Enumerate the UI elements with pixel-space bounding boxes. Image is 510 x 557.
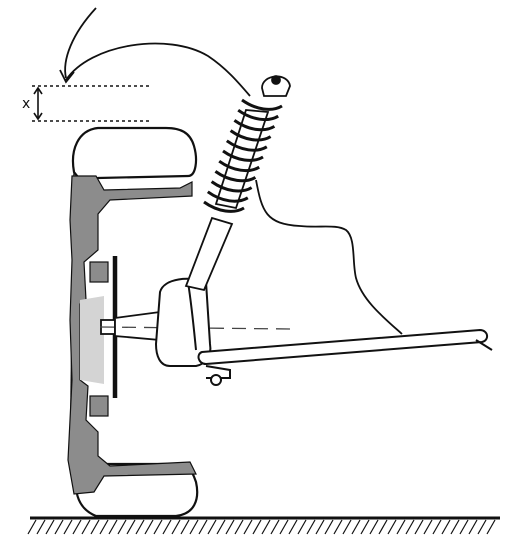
spring-coil bbox=[222, 149, 264, 162]
hatch-line bbox=[306, 519, 316, 535]
spring-coil bbox=[241, 98, 283, 111]
wheel-rim bbox=[67, 175, 197, 495]
hatch-line bbox=[468, 519, 478, 535]
top-mount bbox=[261, 75, 291, 97]
hatch-line bbox=[27, 519, 37, 535]
hatch-line bbox=[324, 519, 334, 535]
spring-coil bbox=[206, 190, 249, 203]
hatch-line bbox=[297, 519, 307, 535]
hatch-line bbox=[378, 519, 388, 535]
hatch-line bbox=[117, 519, 127, 535]
hatch-line bbox=[405, 519, 415, 535]
hatch-line bbox=[189, 519, 199, 535]
hatch-line bbox=[144, 519, 154, 535]
hatch-line bbox=[261, 519, 271, 535]
spring-coil bbox=[229, 129, 272, 142]
hatch-line bbox=[108, 519, 118, 535]
hatch-line bbox=[387, 519, 397, 535]
strut-rod bbox=[184, 216, 234, 292]
hatch-line bbox=[243, 519, 253, 535]
steering-knuckle bbox=[154, 277, 231, 386]
hatch-line bbox=[54, 519, 64, 535]
hatch-line bbox=[207, 519, 217, 535]
hatch-line bbox=[279, 519, 289, 535]
hatch-line bbox=[270, 519, 280, 535]
hatch-line bbox=[36, 519, 46, 535]
spindle bbox=[100, 310, 161, 341]
spring-coil bbox=[225, 139, 268, 152]
leader-arrow bbox=[59, 7, 251, 97]
hatch-line bbox=[45, 519, 55, 535]
hatch-line bbox=[315, 519, 325, 535]
hatch-line bbox=[171, 519, 181, 535]
hatch-line bbox=[72, 519, 82, 535]
hatch-line bbox=[414, 519, 424, 535]
hatch-line bbox=[162, 519, 172, 535]
lower-control-arm bbox=[197, 328, 493, 366]
coil-spring bbox=[203, 98, 283, 213]
hatch-line bbox=[225, 519, 235, 535]
hatch-line bbox=[180, 519, 190, 535]
hatch-line bbox=[342, 519, 352, 535]
hatch-line bbox=[369, 519, 379, 535]
ground bbox=[27, 516, 500, 535]
hatch-line bbox=[234, 519, 244, 535]
hatch-line bbox=[477, 519, 487, 535]
travel-label: x bbox=[22, 96, 30, 112]
hatch-line bbox=[360, 519, 370, 535]
hatch-line bbox=[351, 519, 361, 535]
hatch-line bbox=[135, 519, 145, 535]
hatch-line bbox=[423, 519, 433, 535]
hatch-line bbox=[288, 519, 298, 535]
hatch-line bbox=[486, 519, 496, 535]
hatch-line bbox=[153, 519, 163, 535]
hatch-line bbox=[81, 519, 91, 535]
hatch-line bbox=[396, 519, 406, 535]
hatch-line bbox=[252, 519, 262, 535]
spring-coil bbox=[237, 108, 279, 122]
chassis-outline bbox=[255, 179, 403, 335]
spring-coil bbox=[203, 200, 245, 213]
hatch-line bbox=[333, 519, 343, 535]
hatch-line bbox=[126, 519, 136, 535]
hatch-line bbox=[450, 519, 460, 535]
ground-hatching bbox=[27, 519, 496, 535]
hatch-line bbox=[459, 519, 469, 535]
hatch-line bbox=[63, 519, 73, 535]
spring-coil bbox=[218, 159, 260, 173]
hatch-line bbox=[441, 519, 451, 535]
hatch-line bbox=[99, 519, 109, 535]
hatch-line bbox=[216, 519, 226, 535]
hatch-line bbox=[90, 519, 100, 535]
spring-coil bbox=[233, 119, 276, 132]
hatch-line bbox=[432, 519, 442, 535]
spring-coil bbox=[210, 180, 253, 193]
travel-dimension bbox=[32, 85, 150, 122]
spring-coil bbox=[214, 170, 257, 183]
hatch-line bbox=[198, 519, 208, 535]
